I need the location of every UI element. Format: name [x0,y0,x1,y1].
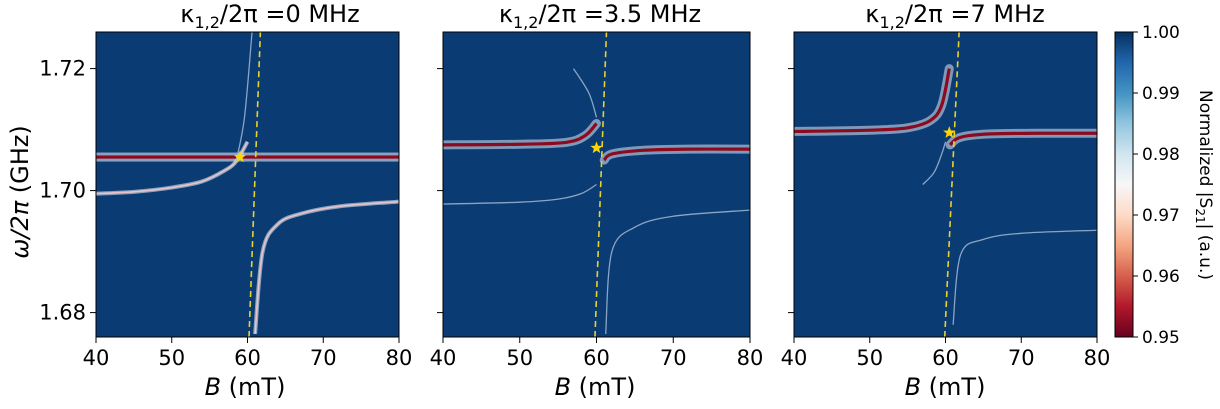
upper-branch [254,200,399,335]
lower-branch-tail [235,32,253,162]
x-tick-label: 60 [583,346,610,370]
heatmap-background [96,32,399,337]
star-marker [943,126,956,138]
x-tick-label: 50 [158,346,185,370]
x-tick-label: 40 [83,346,110,370]
fmr-dashed-line [248,32,262,337]
x-tick-label: 80 [386,346,413,370]
cavity-line [96,155,399,159]
colorbar-tick-label: 0.98 [1142,145,1180,165]
lower-branch [443,183,597,205]
fmr-dashed-line [943,32,960,337]
star-marker [233,150,247,163]
panel-2-x-axis-label: B (mT) [555,373,636,401]
upper-branch [605,209,750,334]
y-tick-label: 1.70 [39,179,86,203]
right-branch [948,131,1097,147]
star-marker [590,141,603,154]
left-branch [794,68,951,134]
panel-1-title: κ1,2/2π =0 MHz [180,0,359,32]
panel-2: κ1,2/2π =3.5 MHz B (mT) 40 50 60 70 80 [430,0,764,401]
y-axis-label: ω/2π (GHz) [6,125,34,259]
fmr-dashed-line [594,32,608,337]
colorbar-tick-label: 0.96 [1142,267,1180,287]
x-tick-label: 60 [234,346,261,370]
heatmap-traces [794,32,1097,337]
x-tick-label: 50 [856,346,883,370]
heatmap-traces [443,32,750,337]
colorbar: Normalized |S21| (a.u.) 1.00 0.99 0.98 0.97… [1114,23,1215,348]
panel-3-x-axis-label: B (mT) [905,373,986,401]
heatmap-traces [96,32,399,337]
lower-branch [952,229,1097,325]
x-tick-label: 80 [1084,346,1111,370]
x-tick-label: 80 [737,346,764,370]
panel-3-title: κ1,2/2π =7 MHz [865,0,1044,32]
x-tick-label: 60 [932,346,959,370]
y-tick-label: 1.72 [39,57,86,81]
x-tick-label: 50 [506,346,533,370]
colorbar-tick-label: 1.00 [1142,23,1180,43]
colorbar-tick-label: 0.99 [1142,84,1180,104]
dip-branch [922,141,947,185]
colorbar-label: Normalized |S21| (a.u.) [1193,90,1215,280]
x-tick-label: 70 [660,346,687,370]
colorbar-tick-label: 0.97 [1142,206,1180,226]
red-branch-right [602,147,750,162]
y-tick-label: 1.68 [39,301,86,325]
x-tick-label: 70 [310,346,337,370]
x-tick-label: 40 [430,346,457,370]
upper-ghost-branch [572,68,598,118]
colorbar-gradient [1114,31,1134,338]
panel-2-title: κ1,2/2π =3.5 MHz [499,0,701,32]
red-branch-left [443,122,598,147]
panel-3: κ1,2/2π =7 MHz B (mT) 40 50 60 70 80 [781,0,1111,401]
panel-1-x-axis-label: B (mT) [205,373,286,401]
panel-1: κ1,2/2π =0 MHz ω/2π (GHz) B (mT) 40 50 60 7… [6,0,412,401]
x-tick-label: 70 [1008,346,1035,370]
colorbar-tick-label: 0.95 [1142,328,1180,348]
x-tick-label: 40 [781,346,808,370]
